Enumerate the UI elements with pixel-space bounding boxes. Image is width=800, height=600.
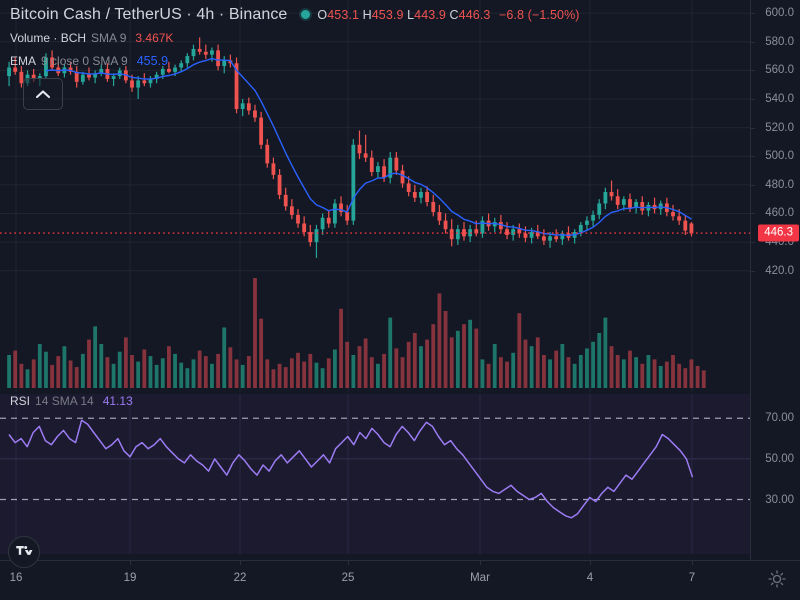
tradingview-logo[interactable] xyxy=(8,536,40,568)
time-axis-tick: 4 xyxy=(586,572,594,584)
time-axis-tick: 19 xyxy=(123,572,137,584)
price-axis-tick: 600.0 xyxy=(765,7,794,20)
price-axis-tick: 580.0 xyxy=(765,35,794,48)
rsi-axis-tick: 50.00 xyxy=(765,452,794,465)
price-axis-tick: 520.0 xyxy=(765,121,794,134)
price-axis-tick: 420.0 xyxy=(765,264,794,277)
price-axis-tickmark xyxy=(750,242,755,244)
price-axis-tickmark xyxy=(750,99,755,100)
price-axis-tick: 480.0 xyxy=(765,178,794,191)
rsi-axis-tick: 30.00 xyxy=(765,493,794,506)
chevron-up-icon xyxy=(35,90,51,99)
time-axis-divider xyxy=(0,560,800,561)
time-axis-tick: 25 xyxy=(341,572,355,584)
price-axis-tickmark xyxy=(750,184,755,186)
price-axis-tickmark xyxy=(750,127,755,129)
price-axis-tickmark xyxy=(750,213,755,215)
price-axis-tickmark xyxy=(750,156,755,158)
time-axis-tick: 22 xyxy=(233,572,247,584)
tradingview-logo-icon xyxy=(15,546,32,555)
time-axis-tickmark xyxy=(240,560,241,565)
rsi-plot xyxy=(0,394,750,554)
time-axis-tickmark xyxy=(590,560,591,565)
time-axis[interactable]: 16 19 22 25 Mar 4 7 xyxy=(0,560,800,600)
axis-divider xyxy=(750,0,751,560)
price-axis-tick: 500.0 xyxy=(765,150,794,163)
price-axis-tick: 540.0 xyxy=(765,93,794,105)
price-axis-tickmark xyxy=(750,270,755,272)
price-axis-tick: 560.0 xyxy=(765,64,794,77)
price-pane[interactable] xyxy=(0,0,750,392)
time-axis-tick: 7 xyxy=(688,572,696,584)
sun-settings-icon[interactable] xyxy=(768,570,786,588)
price-axis-tickmark xyxy=(750,13,755,15)
time-axis-tickmark xyxy=(348,560,349,565)
price-axis-tick: 460.0 xyxy=(765,207,794,220)
time-axis-tickmark xyxy=(692,560,693,565)
rsi-pane[interactable] xyxy=(0,394,750,554)
current-price-badge: 446.3 xyxy=(758,224,799,242)
collapse-chevron-button[interactable] xyxy=(23,78,63,110)
price-plot xyxy=(0,0,750,392)
time-axis-tickmark xyxy=(480,560,481,565)
time-axis-tickmark xyxy=(130,560,131,565)
price-axis[interactable]: 600.0 580.0 560.0 540.0 520.0 500.0 480.0 460.0… xyxy=(750,0,800,560)
price-axis-tickmark xyxy=(750,41,755,43)
time-axis-tick: 16 xyxy=(9,572,23,584)
price-axis-tickmark xyxy=(750,70,755,72)
rsi-axis-tick: 70.00 xyxy=(765,412,794,425)
time-axis-tick: Mar xyxy=(470,572,490,584)
